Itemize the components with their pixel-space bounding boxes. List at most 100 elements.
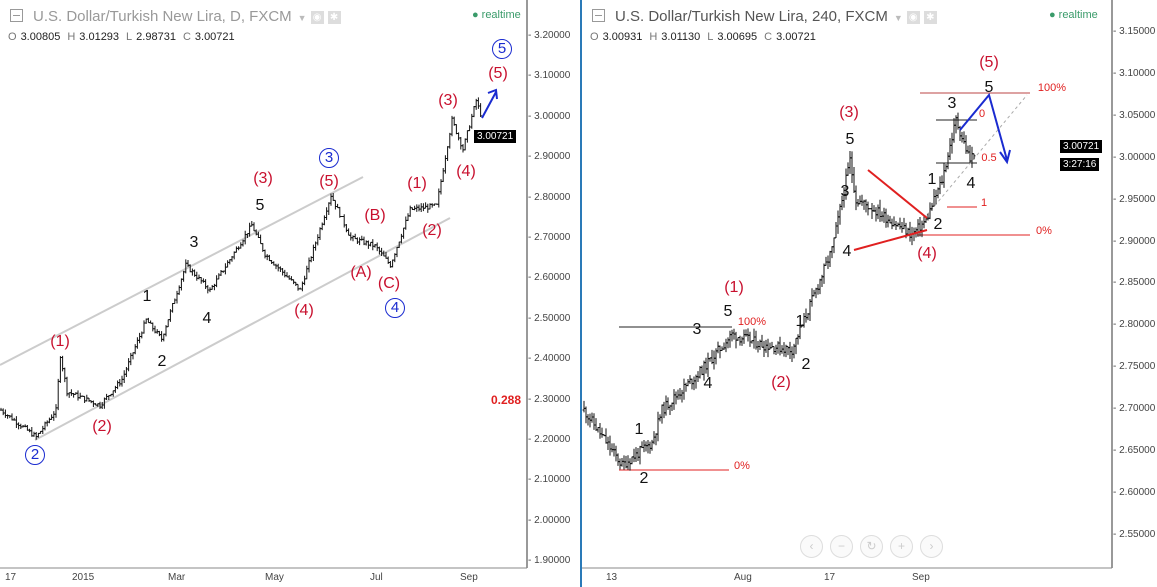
- price-tick-label: - 2.80000: [1113, 319, 1156, 331]
- daily-chart-panel[interactable]: U.S. Dollar/Turkish New Lira, D, FXCM ▼ ◉ ✱…: [0, 0, 578, 587]
- fib-label: 1: [980, 197, 988, 209]
- ohlc-bar: [900, 222, 904, 233]
- ohlc-bar: [226, 260, 230, 268]
- ohlc-bar: [644, 441, 648, 452]
- ohlc-bar: [730, 329, 734, 342]
- wave-label: (3): [839, 104, 859, 121]
- ohlc-bar: [658, 414, 662, 422]
- ohlc-bar: [942, 163, 946, 188]
- last-price-tag: 3.00721: [1060, 140, 1103, 153]
- ohlc-bar: [234, 246, 238, 253]
- wave-label: (2): [92, 418, 112, 435]
- ohlc-bar: [41, 425, 45, 435]
- wave-label: (4): [294, 302, 314, 319]
- ohlc-bar: [762, 340, 766, 357]
- price-tick-label: - 3.00000: [1113, 151, 1156, 163]
- h4-price-plot[interactable]: [582, 0, 1157, 587]
- ohlc-bar: [239, 242, 243, 249]
- ohlc-readout: O 3.00931 H 3.01130 L 3.00695 C 3.00721: [590, 31, 816, 43]
- time-tick-label: Mar: [168, 572, 186, 583]
- ohlc-bar: [586, 414, 590, 426]
- ohlc-bar: [710, 349, 714, 365]
- ohlc-bar: [186, 259, 190, 267]
- scroll-left-button[interactable]: ‹: [800, 535, 823, 558]
- ohlc-bar: [628, 458, 632, 471]
- chart-title[interactable]: U.S. Dollar/Turkish New Lira, D, FXCM ▼ ◉ ✱: [10, 8, 341, 25]
- ohlc-bar: [217, 273, 221, 280]
- ohlc-bar: [622, 455, 626, 470]
- chart-title[interactable]: U.S. Dollar/Turkish New Lira, 240, FXCM ▼…: [592, 8, 937, 25]
- ohlc-bar: [834, 222, 838, 239]
- ohlc-bar: [970, 146, 974, 168]
- ohlc-bar: [916, 219, 920, 237]
- ohlc-bar: [848, 151, 852, 174]
- ohlc-bar: [636, 447, 640, 462]
- ohlc-bar: [860, 194, 864, 206]
- ohlc-bar: [646, 440, 650, 454]
- ohlc-bar: [728, 330, 732, 348]
- reset-button[interactable]: ↻: [860, 535, 883, 558]
- eye-icon[interactable]: ◉: [906, 10, 920, 24]
- ohlc-bar: [642, 439, 646, 453]
- ohlc-bar: [344, 224, 348, 233]
- ohlc-bar: [934, 189, 938, 205]
- title-text: U.S. Dollar/Turkish New Lira, D, FXCM: [33, 8, 292, 25]
- ohlc-bar: [206, 285, 210, 294]
- ohlc-bar: [828, 250, 832, 267]
- ohlc-bar: [116, 380, 120, 390]
- ohlc-bar: [884, 208, 888, 228]
- ohlc-bar: [250, 221, 254, 227]
- ohlc-bar: [788, 341, 792, 359]
- triangle-lower: [853, 229, 928, 251]
- zoom-in-button[interactable]: +: [890, 535, 913, 558]
- ohlc-bar: [948, 138, 952, 160]
- daily-price-plot[interactable]: [0, 0, 578, 587]
- h4-chart-panel[interactable]: U.S. Dollar/Turkish New Lira, 240, FXCM ▼…: [580, 0, 1157, 587]
- ohlc-bar: [54, 404, 58, 418]
- ohlc-bar: [638, 445, 642, 465]
- ohlc-bar: [179, 278, 183, 291]
- zoom-out-button[interactable]: −: [830, 535, 853, 558]
- ohlc-bar: [331, 193, 335, 201]
- ohlc-bar: [742, 329, 746, 344]
- ohlc-bar: [706, 352, 710, 378]
- wave-label: 2: [801, 356, 811, 373]
- ohlc-bar: [616, 453, 620, 466]
- ohlc-bar: [818, 278, 822, 295]
- ohlc-bar: [78, 392, 82, 399]
- scroll-right-button[interactable]: ›: [920, 535, 943, 558]
- chevron-down-icon[interactable]: ▼: [893, 13, 903, 23]
- ohlc-bar: [760, 334, 764, 348]
- ohlc-bar: [127, 358, 131, 372]
- wave-label: 1: [142, 288, 152, 305]
- time-tick-label: Sep: [912, 572, 930, 583]
- ohlc-bar: [810, 288, 814, 307]
- collapse-icon[interactable]: [592, 9, 605, 22]
- gear-icon[interactable]: ✱: [923, 10, 937, 24]
- ohlc-bar: [772, 346, 776, 355]
- chevron-down-icon[interactable]: ▼: [297, 13, 307, 23]
- ohlc-bar: [371, 239, 375, 251]
- ohlc-bar: [808, 298, 812, 322]
- ohlc-bar: [664, 395, 668, 416]
- price-tick-label: - 2.65000: [1113, 445, 1156, 456]
- ohlc-bar: [223, 263, 227, 275]
- price-tick-label: - 2.10000: [528, 474, 571, 486]
- eye-icon[interactable]: ◉: [310, 10, 324, 24]
- gear-icon[interactable]: ✱: [327, 10, 341, 24]
- wave-label: 1: [795, 313, 805, 330]
- collapse-icon[interactable]: [10, 9, 23, 22]
- ohlc-bar: [654, 433, 658, 446]
- ohlc-bar: [399, 233, 403, 244]
- ohlc-bar: [766, 338, 770, 358]
- ohlc-bar: [824, 256, 828, 266]
- ohlc-bar: [212, 283, 216, 291]
- ohlc-bar: [270, 260, 274, 264]
- wave-label: (3): [253, 170, 273, 187]
- ohlc-bar: [171, 302, 175, 313]
- fib-label: 0%: [1036, 225, 1052, 237]
- ohlc-bar: [902, 217, 906, 230]
- ohlc-bar: [726, 337, 730, 349]
- ohlc-bar: [210, 284, 214, 290]
- time-tick-label: 17: [824, 572, 836, 583]
